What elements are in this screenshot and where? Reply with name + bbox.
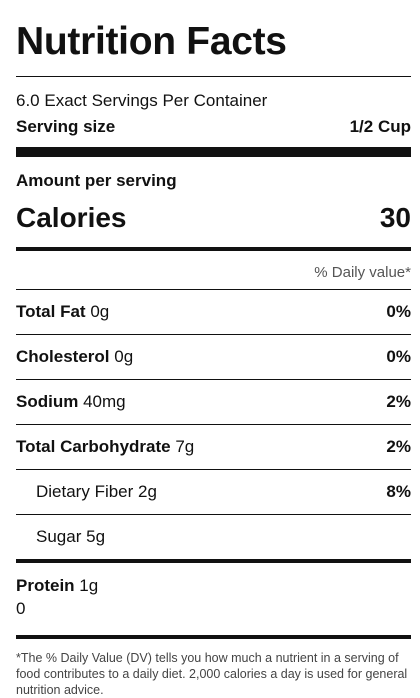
protein-amount: 1g xyxy=(79,576,99,595)
medium-divider xyxy=(16,247,411,251)
nutrient-dv: 2% xyxy=(386,392,411,411)
nutrient-amount: 0g xyxy=(114,347,134,366)
nutrient-text: Cholesterol 0g xyxy=(16,347,133,367)
nutrient-amount: 2g xyxy=(138,482,157,501)
nutrient-text: Dietary Fiber 2g xyxy=(36,482,157,502)
nutrient-amount: 7g xyxy=(175,437,195,456)
nutrient-row-sugar: Sugar 5g xyxy=(16,515,411,559)
nutrition-label: Nutrition Facts 6.0 Exact Servings Per C… xyxy=(16,20,411,697)
thick-divider xyxy=(16,147,411,157)
nutrient-text: Total Carbohydrate 7g xyxy=(16,437,194,457)
serving-size-row: Serving size 1/2 Cup xyxy=(16,113,411,147)
nutrient-amount: 5g xyxy=(86,527,106,546)
calories-row: Calories 30 xyxy=(16,195,411,247)
nutrient-row-dietary-fiber: Dietary Fiber 2g 8% xyxy=(16,470,411,514)
daily-value-header: % Daily value* xyxy=(16,251,411,289)
calories-value: 30 xyxy=(379,202,411,233)
nutrient-dv: 0% xyxy=(386,347,411,366)
amount-per-serving: Amount per serving xyxy=(16,171,177,190)
protein-line: Protein 1g xyxy=(16,574,411,597)
servings-per-container: 6.0 Exact Servings Per Container xyxy=(16,91,268,110)
nutrient-name: Cholesterol xyxy=(16,347,110,366)
nutrient-name: Sugar xyxy=(36,527,82,546)
nutrient-dv: 8% xyxy=(386,482,411,501)
serving-size-label: Serving size xyxy=(16,117,116,136)
medium-divider xyxy=(16,559,411,563)
nutrient-name: Dietary Fiber xyxy=(36,482,134,501)
nutrient-row-total-fat: Total Fat 0g 0% xyxy=(16,290,411,334)
medium-divider xyxy=(16,635,411,639)
nutrient-row-cholesterol: Cholesterol 0g 0% xyxy=(16,335,411,379)
nutrient-row-sodium: Sodium 40mg 2% xyxy=(16,380,411,424)
divider xyxy=(16,76,411,77)
calories-label: Calories xyxy=(16,202,127,233)
nutrient-name: Total Fat xyxy=(16,302,86,321)
protein-label: Protein xyxy=(16,576,75,595)
daily-value-header-text: % Daily value* xyxy=(314,263,411,281)
nutrient-text: Sodium 40mg xyxy=(16,392,126,412)
divider xyxy=(16,379,411,380)
nutrient-amount: 0g xyxy=(90,302,110,321)
nutrient-amount: 40mg xyxy=(83,392,126,411)
nutrient-dv: 0% xyxy=(386,302,411,321)
divider xyxy=(16,334,411,335)
nutrient-dv: 2% xyxy=(386,437,411,456)
nutrient-name: Total Carbohydrate xyxy=(16,437,171,456)
divider xyxy=(16,424,411,425)
nutrient-text: Sugar 5g xyxy=(36,527,105,547)
divider xyxy=(16,289,411,290)
nutrient-name: Sodium xyxy=(16,392,79,411)
protein-dv: 0 xyxy=(16,599,26,618)
serving-size-value: 1/2 Cup xyxy=(349,117,411,136)
divider xyxy=(16,514,411,515)
protein-row: Protein 1g 0 xyxy=(16,563,411,624)
divider xyxy=(16,469,411,470)
label-title: Nutrition Facts xyxy=(16,20,287,63)
nutrient-text: Total Fat 0g xyxy=(16,302,109,322)
footnote: *The % Daily Value (DV) tells you how mu… xyxy=(16,651,408,697)
nutrient-row-total-carbohydrate: Total Carbohydrate 7g 2% xyxy=(16,425,411,469)
